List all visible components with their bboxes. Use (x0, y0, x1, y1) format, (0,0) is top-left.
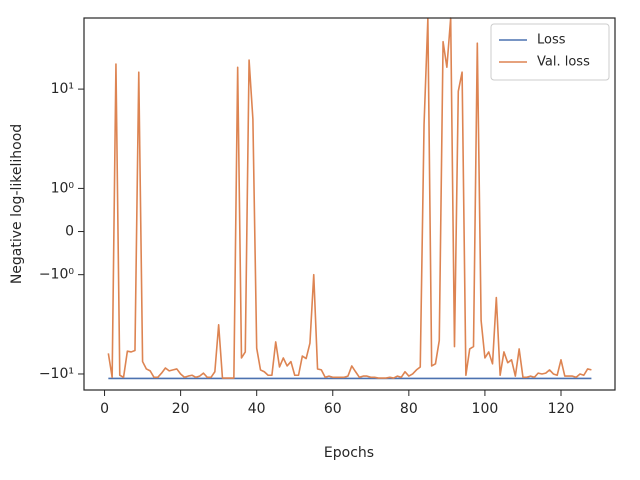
y-tick-label: −10¹ (39, 366, 74, 382)
y-tick-label: 10⁰ (51, 180, 75, 196)
axes-frame (83, 17, 616, 391)
x-axis-label: Epochs (324, 445, 374, 461)
x-tick-label: 80 (400, 401, 418, 417)
y-tick-label: 10¹ (51, 81, 74, 97)
y-tick-label: 0 (65, 224, 74, 240)
y-axis-label: Negative log-likelihood (9, 124, 25, 284)
legend-label: Loss (537, 33, 566, 48)
series-line (107, 17, 592, 379)
x-tick-label: 120 (548, 401, 575, 417)
x-tick-label: 60 (324, 401, 342, 417)
x-tick-label: 40 (248, 401, 266, 417)
legend-box (490, 23, 610, 81)
legend-label: Val. loss (537, 55, 590, 70)
x-tick-label: 0 (100, 401, 109, 417)
y-tick-label: −10⁰ (39, 267, 75, 283)
x-tick-label: 100 (472, 401, 499, 417)
x-tick-label: 20 (172, 401, 190, 417)
